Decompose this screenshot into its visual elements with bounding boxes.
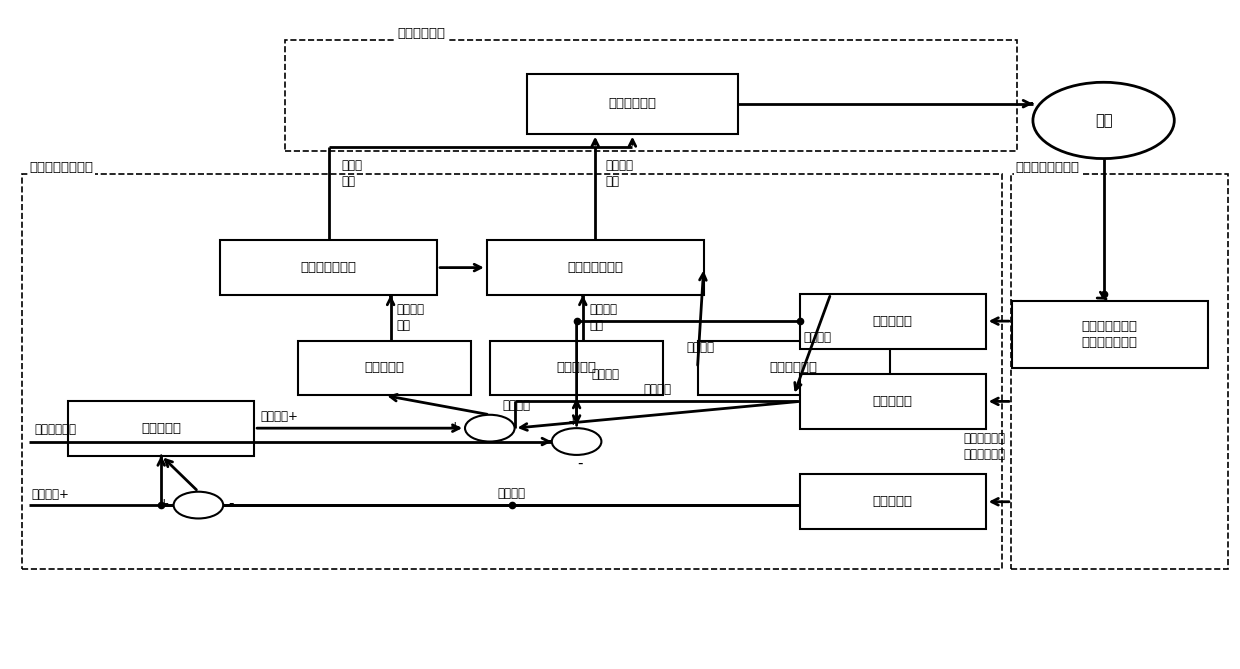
Text: -: - [228, 496, 233, 510]
Text: 观测转矩: 观测转矩 [644, 383, 671, 396]
Text: 磁链控制
信号: 磁链控制 信号 [589, 303, 618, 332]
Text: 电压矢量选择表: 电压矢量选择表 [567, 261, 624, 274]
Bar [800, 294, 986, 349]
Bar [490, 341, 663, 395]
Text: +: + [159, 496, 169, 510]
Circle shape [174, 492, 223, 518]
Text: 磁链控制器: 磁链控制器 [557, 361, 596, 375]
Bar [486, 240, 703, 295]
Text: 磁链误差: 磁链误差 [591, 368, 620, 381]
Text: 磁链观测器: 磁链观测器 [873, 314, 913, 328]
Text: 转速调节器: 转速调节器 [141, 421, 181, 435]
Text: 转速观测器: 转速观测器 [873, 495, 913, 508]
Text: 观测磁链: 观测磁链 [804, 331, 832, 345]
Text: +: + [568, 415, 578, 428]
Text: 转矩控制器: 转矩控制器 [365, 361, 404, 375]
Text: 占空比计算模块: 占空比计算模块 [300, 261, 357, 274]
Text: -: - [520, 419, 525, 434]
Text: 电压矢量
信息: 电压矢量 信息 [605, 159, 634, 188]
Text: 电机控制模块: 电机控制模块 [398, 27, 445, 40]
Text: 扇区判断模块: 扇区判断模块 [770, 361, 817, 375]
Text: 电机状态观测模块: 电机状态观测模块 [1016, 161, 1080, 174]
Text: +: + [450, 419, 460, 433]
Text: -: - [578, 456, 583, 470]
Circle shape [552, 428, 601, 455]
Bar [1012, 301, 1208, 368]
Circle shape [465, 415, 515, 442]
Bar [697, 341, 890, 395]
Bar [285, 40, 1017, 151]
Bar [22, 174, 1002, 569]
Text: 定子电流、电压
及电机转速检测: 定子电流、电压 及电机转速检测 [1081, 320, 1138, 349]
Bar [221, 240, 438, 295]
Circle shape [1033, 82, 1174, 159]
Bar [800, 374, 986, 429]
Text: 占空比
信息: 占空比 信息 [341, 159, 362, 188]
Text: 参考转矩+: 参考转矩+ [260, 409, 299, 423]
Text: 转矩误差: 转矩误差 [502, 399, 531, 411]
Text: 电压矢量生成模块: 电压矢量生成模块 [30, 161, 94, 174]
Text: 转矩控制
信号: 转矩控制 信号 [397, 303, 425, 332]
Bar [1011, 174, 1228, 569]
Bar [800, 474, 986, 529]
Bar [68, 401, 254, 456]
Bar [527, 74, 738, 134]
Text: 电机: 电机 [1095, 113, 1112, 128]
Text: 定子电流、电
压及电机转速: 定子电流、电 压及电机转速 [963, 432, 1006, 461]
Text: 当前转速: 当前转速 [497, 486, 526, 500]
Text: 给定磁链幅值: 给定磁链幅值 [35, 423, 77, 436]
Bar [298, 341, 471, 395]
Text: 转矩观测器: 转矩观测器 [873, 395, 913, 408]
Text: 电机控制模块: 电机控制模块 [609, 97, 656, 110]
Text: 给定转速+: 给定转速+ [31, 488, 69, 501]
Text: 扇区信息: 扇区信息 [687, 341, 714, 355]
